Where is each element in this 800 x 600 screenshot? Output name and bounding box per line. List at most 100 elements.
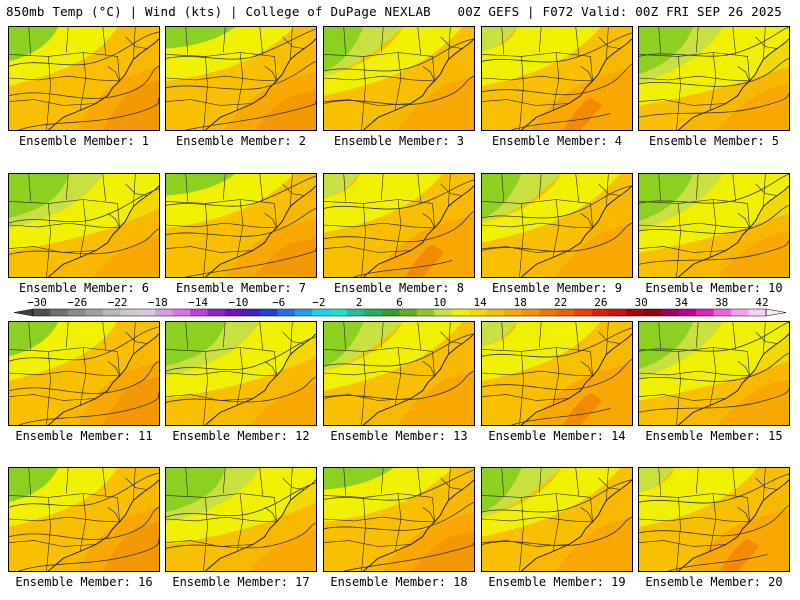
state-border bbox=[482, 347, 591, 352]
state-border bbox=[575, 27, 580, 55]
temperature-region bbox=[404, 244, 445, 277]
ensemble-member-label: Ensemble Member: 13 bbox=[330, 429, 468, 443]
state-border bbox=[343, 27, 347, 55]
scale-tick-label: 34 bbox=[675, 296, 689, 309]
state-border bbox=[9, 347, 118, 352]
temperature-region bbox=[398, 76, 474, 130]
state-border bbox=[46, 497, 51, 571]
state-border bbox=[324, 52, 433, 57]
state-border bbox=[282, 36, 305, 49]
state-border bbox=[482, 493, 591, 498]
state-border bbox=[236, 199, 244, 258]
temperature-region bbox=[166, 322, 316, 399]
state-border bbox=[290, 27, 293, 60]
ensemble-member-label: Ensemble Member: 18 bbox=[330, 575, 468, 589]
state-border bbox=[343, 322, 347, 350]
coastline bbox=[205, 38, 316, 130]
state-border bbox=[709, 199, 717, 258]
ensemble-member-map bbox=[638, 321, 790, 426]
ocean-area bbox=[363, 38, 474, 130]
temperature-region bbox=[482, 322, 601, 381]
height-contour bbox=[9, 228, 159, 255]
scale-swatch bbox=[347, 309, 365, 316]
state-border bbox=[107, 213, 120, 229]
state-border bbox=[590, 351, 593, 376]
temperature-region bbox=[639, 322, 723, 379]
ocean-area bbox=[205, 38, 316, 130]
temperature-region bbox=[324, 27, 463, 96]
state-border bbox=[732, 27, 737, 55]
height-contour bbox=[639, 58, 789, 87]
height-contour bbox=[166, 60, 316, 90]
height-contour bbox=[511, 112, 611, 130]
ocean-area bbox=[678, 185, 789, 277]
state-border bbox=[606, 322, 609, 355]
scale-swatch bbox=[451, 309, 470, 316]
ocean-area bbox=[521, 185, 632, 277]
coastline bbox=[521, 333, 632, 425]
temperature-region bbox=[324, 174, 443, 233]
temperature-region bbox=[324, 468, 394, 490]
height-contour bbox=[639, 174, 789, 204]
state-border bbox=[380, 27, 384, 53]
temperature-region bbox=[556, 223, 632, 277]
coastline bbox=[363, 185, 474, 277]
state-border bbox=[324, 370, 435, 377]
temperature-region bbox=[9, 174, 69, 219]
scale-swatch bbox=[486, 309, 505, 316]
state-border bbox=[695, 468, 699, 494]
state-border bbox=[282, 183, 305, 196]
state-border bbox=[107, 361, 120, 377]
ocean-area bbox=[48, 185, 159, 277]
scale-tick-label: 30 bbox=[635, 296, 648, 309]
ensemble-member-map bbox=[165, 321, 317, 426]
scale-swatch bbox=[137, 309, 156, 316]
state-border bbox=[222, 468, 226, 494]
scale-swatch bbox=[259, 309, 278, 316]
state-border bbox=[639, 540, 726, 547]
coastline bbox=[363, 38, 474, 130]
temperature-region bbox=[254, 90, 316, 130]
scale-swatch bbox=[242, 309, 261, 316]
state-border bbox=[264, 361, 277, 377]
scale-swatch bbox=[294, 309, 313, 316]
ensemble-member-map bbox=[323, 173, 475, 278]
state-border bbox=[259, 468, 264, 496]
state-border bbox=[9, 540, 96, 547]
coastline bbox=[678, 479, 789, 571]
state-border bbox=[440, 36, 463, 49]
temperature-region bbox=[482, 27, 517, 52]
ensemble-member-map bbox=[8, 321, 160, 426]
temperature-region bbox=[249, 382, 316, 425]
ensemble-member-label: Ensemble Member: 12 bbox=[172, 429, 310, 443]
state-border bbox=[203, 497, 208, 571]
coastline bbox=[48, 479, 159, 571]
state-border bbox=[125, 36, 148, 49]
coastline bbox=[521, 185, 632, 277]
scale-swatch bbox=[748, 309, 767, 316]
state-border bbox=[65, 174, 69, 200]
state-border bbox=[9, 99, 96, 106]
state-border bbox=[102, 27, 107, 55]
state-border bbox=[432, 351, 435, 376]
state-border bbox=[125, 183, 148, 196]
state-border bbox=[422, 213, 435, 229]
state-border bbox=[203, 351, 208, 425]
height-contour bbox=[166, 522, 316, 549]
state-border bbox=[639, 370, 750, 377]
state-border bbox=[519, 351, 524, 425]
ocean-area bbox=[521, 479, 632, 571]
state-border bbox=[482, 52, 591, 57]
coastline bbox=[48, 333, 159, 425]
state-border bbox=[519, 203, 524, 277]
height-contour bbox=[668, 553, 768, 571]
coastline bbox=[205, 479, 316, 571]
scale-swatch bbox=[102, 309, 121, 316]
state-border bbox=[695, 174, 699, 200]
height-contour bbox=[482, 185, 632, 219]
state-border bbox=[598, 331, 621, 344]
ensemble-member-label: Ensemble Member: 5 bbox=[648, 134, 780, 148]
temperature-region bbox=[9, 468, 118, 527]
height-contour bbox=[9, 360, 159, 394]
state-border bbox=[448, 174, 451, 207]
